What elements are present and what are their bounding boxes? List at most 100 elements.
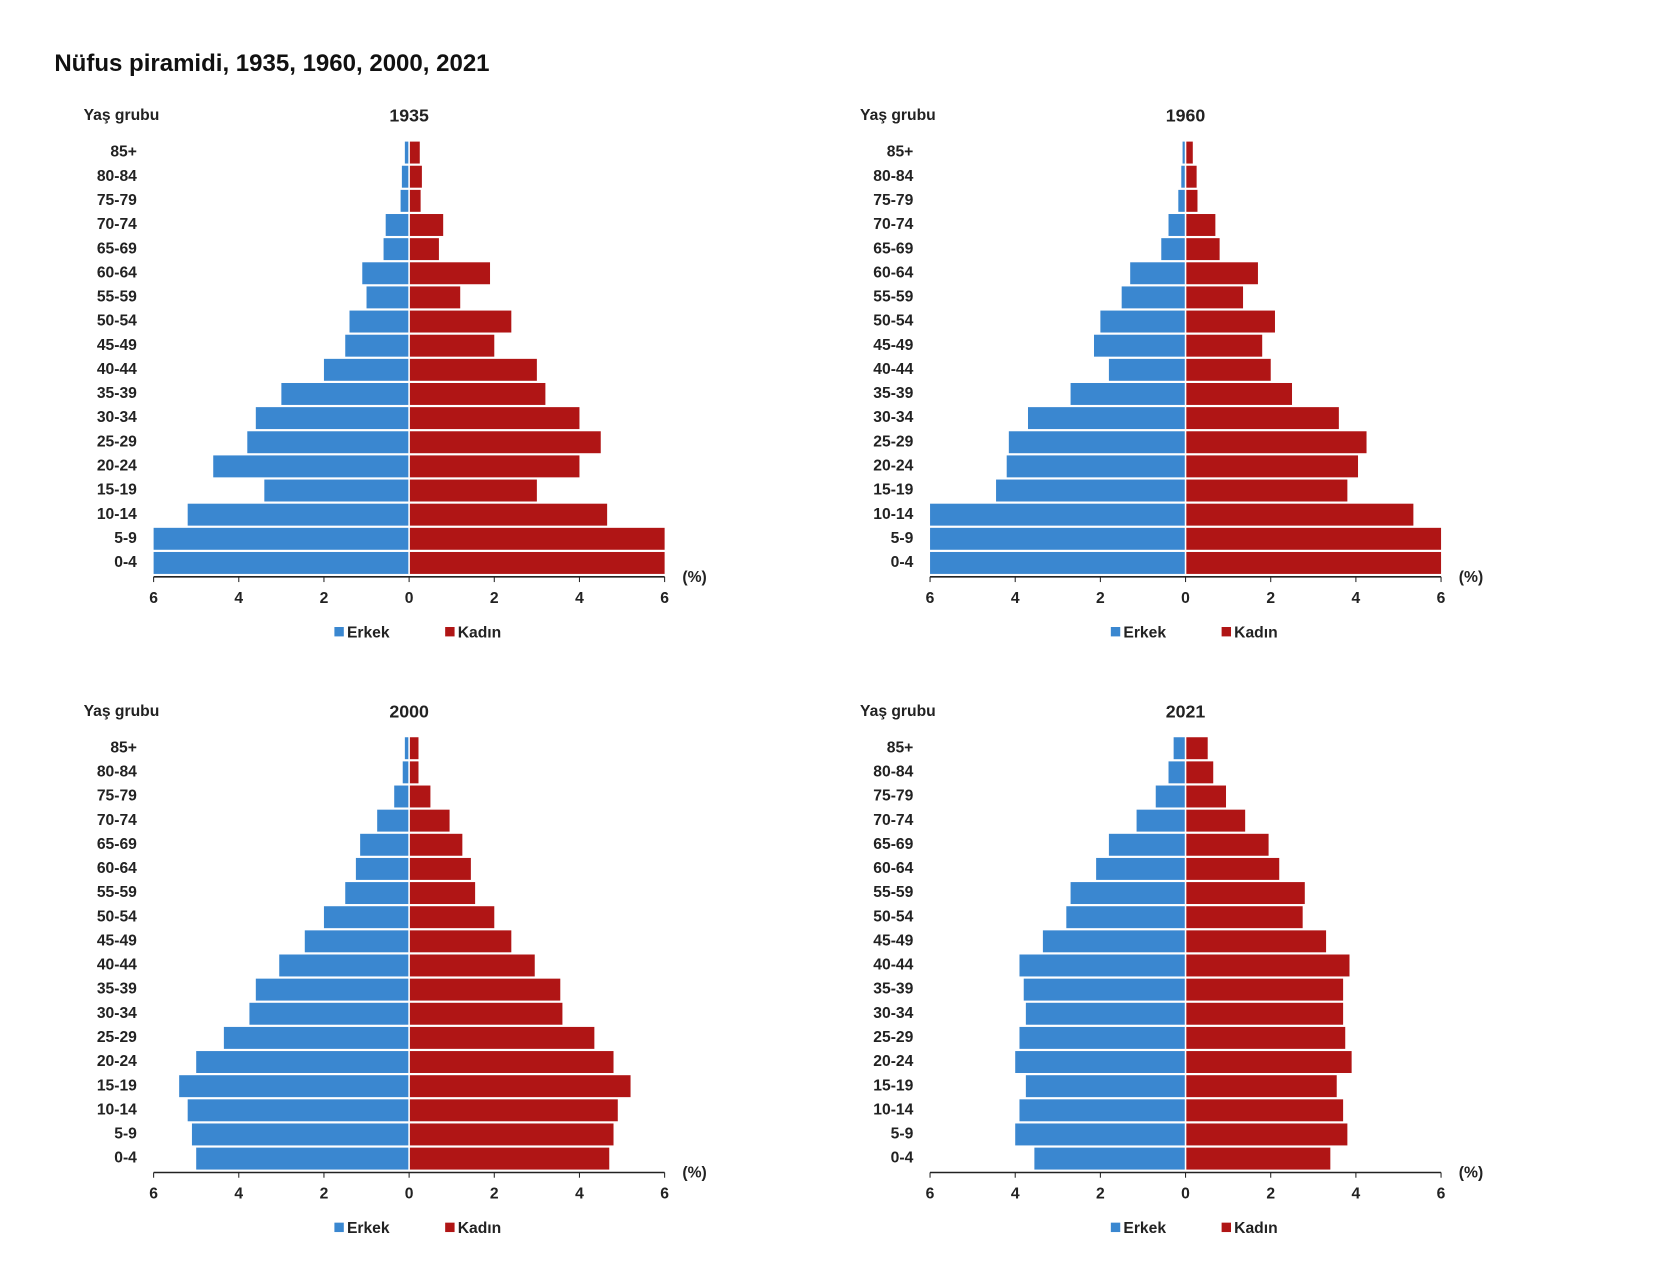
x-tick-label: 0 — [405, 1186, 414, 1203]
bar — [409, 141, 420, 164]
y-axis-label: Yaş grubu — [84, 107, 160, 124]
legend-label: Kadın — [1234, 624, 1278, 641]
bar — [409, 809, 450, 832]
x-tick-label: 2 — [490, 1186, 499, 1203]
legend-label: Kadın — [458, 1220, 502, 1237]
y-tick-label: 85+ — [110, 144, 137, 161]
bar — [1185, 214, 1216, 236]
y-tick-label: 40-44 — [97, 361, 137, 378]
y-tick-label: 40-44 — [873, 361, 913, 378]
bar — [1185, 189, 1198, 212]
legend-swatch — [445, 627, 455, 637]
bar — [1185, 1075, 1337, 1098]
bar — [1023, 978, 1186, 1001]
content: Nüfus piramidi, 1935, 1960, 2000, 2021 Y… — [54, 50, 1483, 1237]
bar — [345, 882, 410, 905]
bar — [377, 809, 410, 832]
bar — [247, 431, 410, 454]
y-tick-label: 20-24 — [97, 458, 137, 475]
bar — [1042, 930, 1186, 953]
bar — [409, 310, 512, 333]
bar — [1185, 334, 1263, 357]
x-axis-unit: (%) — [1459, 569, 1483, 586]
x-tick-label: 4 — [1011, 590, 1020, 607]
bar — [409, 334, 495, 357]
bar — [402, 761, 410, 784]
bar — [409, 906, 495, 929]
bar — [383, 238, 410, 261]
x-tick-label: 2 — [1096, 1186, 1105, 1203]
legend-label: Erkek — [347, 624, 390, 641]
bar — [409, 479, 537, 502]
y-tick-label: 35-39 — [873, 385, 913, 402]
bar — [153, 527, 410, 550]
bar — [360, 833, 410, 856]
bar — [1185, 527, 1442, 550]
x-tick-label: 0 — [1181, 1186, 1190, 1203]
y-tick-label: 20-24 — [873, 458, 913, 475]
bar — [1181, 165, 1186, 188]
y-axis-label: Yaş grubu — [860, 703, 936, 720]
y-tick-label: 40-44 — [873, 957, 913, 974]
bar — [1185, 165, 1197, 188]
bar — [255, 978, 410, 1001]
y-tick-label: 55-59 — [97, 289, 137, 306]
bar — [1173, 737, 1186, 760]
bar — [409, 455, 580, 478]
x-tick-label: 6 — [149, 590, 158, 607]
bar — [409, 551, 665, 574]
bar — [409, 761, 419, 784]
bar — [1185, 978, 1344, 1001]
bar — [304, 930, 410, 953]
bar — [1185, 479, 1348, 502]
y-tick-label: 5-9 — [891, 530, 914, 547]
bar — [1178, 189, 1186, 212]
y-tick-label: 70-74 — [873, 812, 913, 829]
panel-title: 1960 — [1166, 106, 1206, 126]
y-tick-label: 80-84 — [97, 764, 137, 781]
x-axis-unit: (%) — [682, 1165, 706, 1182]
panel: Yaş grubu 1935 0-4 5-9 10-14 15-19 20-24 25-29 3… — [84, 106, 707, 642]
bar — [1185, 431, 1367, 454]
bar — [1019, 1099, 1186, 1122]
legend-label: Erkek — [1123, 1220, 1166, 1237]
bar — [1185, 833, 1269, 856]
y-tick-label: 65-69 — [873, 836, 913, 853]
bar — [196, 1051, 410, 1074]
x-tick-label: 2 — [1266, 590, 1275, 607]
y-tick-label: 30-34 — [873, 1005, 913, 1022]
x-tick-label: 4 — [575, 1186, 584, 1203]
bar — [345, 334, 410, 357]
y-tick-label: 65-69 — [873, 240, 913, 257]
x-tick-label: 6 — [926, 1186, 935, 1203]
bar — [1185, 310, 1275, 333]
bar — [404, 737, 410, 760]
legend-swatch — [334, 1222, 344, 1233]
bar — [187, 1099, 410, 1122]
bar — [1182, 141, 1186, 164]
bar — [249, 1002, 410, 1025]
bar — [1185, 1026, 1346, 1049]
bar — [409, 262, 491, 285]
bar — [1185, 930, 1327, 953]
bar — [409, 286, 461, 309]
y-tick-label: 30-34 — [873, 409, 913, 426]
legend-swatch — [1110, 1222, 1121, 1233]
y-tick-label: 80-84 — [873, 764, 913, 781]
y-tick-label: 70-74 — [97, 812, 137, 829]
legend-label: Erkek — [347, 1220, 390, 1237]
bar — [1185, 809, 1246, 832]
y-tick-label: 15-19 — [97, 482, 137, 499]
bar — [1185, 1147, 1331, 1170]
bar — [1185, 455, 1359, 478]
bar — [400, 189, 410, 212]
bar — [223, 1026, 410, 1049]
legend-label: Erkek — [1123, 624, 1166, 641]
bar — [409, 930, 512, 953]
y-tick-label: 10-14 — [873, 1101, 913, 1118]
x-tick-label: 0 — [405, 590, 414, 607]
x-tick-label: 2 — [320, 1186, 329, 1203]
bar — [401, 165, 410, 188]
bar — [409, 431, 601, 454]
bar — [385, 214, 410, 236]
